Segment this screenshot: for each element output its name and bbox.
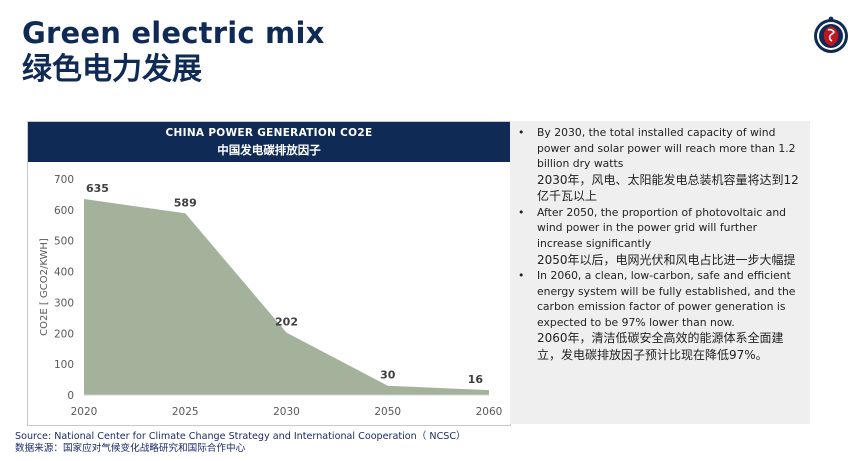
source-note-en: Source: National Center for Climate Chan… bbox=[15, 431, 466, 442]
source-note-zh: 数据来源：国家应对气候变化战略研究和国际合作中心 bbox=[15, 443, 246, 454]
data-label: 30 bbox=[380, 369, 396, 382]
note-item: • By 2030, the total installed capacity … bbox=[516, 125, 802, 205]
co2e-area-chart: CO2E [ GCO2/KWH] 0100200300400500600700 … bbox=[39, 174, 503, 418]
note-text-en: By 2030, the total installed capacity of… bbox=[537, 126, 796, 171]
note-item: • In 2060, a clean, low-carbon, safe and… bbox=[516, 268, 802, 363]
y-tick-label: 100 bbox=[54, 359, 74, 371]
note-text-en: In 2060, a clean, low-carbon, safe and e… bbox=[537, 269, 796, 329]
y-tick-label: 0 bbox=[67, 390, 74, 402]
bullet-icon: • bbox=[518, 205, 525, 219]
x-tick-label: 2020 bbox=[71, 406, 98, 418]
y-tick-label: 600 bbox=[54, 205, 74, 217]
x-tick-label: 2030 bbox=[273, 406, 300, 418]
x-tick-label: 2050 bbox=[374, 406, 401, 418]
data-label: 635 bbox=[86, 182, 109, 195]
data-label: 589 bbox=[174, 196, 197, 209]
x-tick-label: 2060 bbox=[476, 406, 503, 418]
y-tick-label: 400 bbox=[54, 267, 74, 279]
chart-header: CHINA POWER GENERATION CO2E 中国发电碳排放因子 bbox=[28, 122, 510, 162]
y-axis-label: CO2E [ GCO2/KWH] bbox=[39, 238, 50, 336]
chart-panel: CHINA POWER GENERATION CO2E 中国发电碳排放因子 CO… bbox=[27, 121, 511, 426]
chart-subtitle: 中国发电碳排放因子 bbox=[217, 143, 321, 157]
bullet-icon: • bbox=[518, 269, 525, 283]
chart-title: CHINA POWER GENERATION CO2E bbox=[165, 127, 373, 139]
y-tick-label: 200 bbox=[54, 328, 74, 340]
x-tick-label: 2025 bbox=[172, 406, 199, 418]
bullet-icon: • bbox=[518, 126, 525, 139]
y-tick-label: 500 bbox=[54, 236, 74, 248]
note-text-zh: 2060年，清洁低碳安全高效的能源体系全面建立，发电碳排放因子预计比现在降低97… bbox=[537, 331, 784, 362]
griffin-crest-icon bbox=[813, 16, 849, 56]
note-item: • After 2050, the proportion of photovol… bbox=[516, 205, 802, 268]
notes-panel: • By 2030, the total installed capacity … bbox=[510, 121, 810, 424]
page-title-zh: 绿色电力发展 bbox=[22, 52, 202, 87]
series-area bbox=[84, 199, 489, 395]
data-label: 16 bbox=[468, 373, 484, 386]
y-tick-label: 700 bbox=[54, 174, 74, 186]
note-text-zh: 2030年，风电、太阳能发电总装机容量将达到12亿千瓦以上 bbox=[537, 172, 799, 204]
notes-list: • By 2030, the total installed capacity … bbox=[510, 121, 810, 363]
note-text-en: After 2050, the proportion of photovolta… bbox=[537, 205, 787, 250]
page-title-en: Green electric mix bbox=[22, 16, 325, 50]
y-tick-label: 300 bbox=[54, 297, 74, 309]
note-text-zh: 2050年以后，电网光伏和风电占比进一步大幅提 bbox=[537, 252, 796, 267]
data-label: 202 bbox=[275, 316, 298, 329]
